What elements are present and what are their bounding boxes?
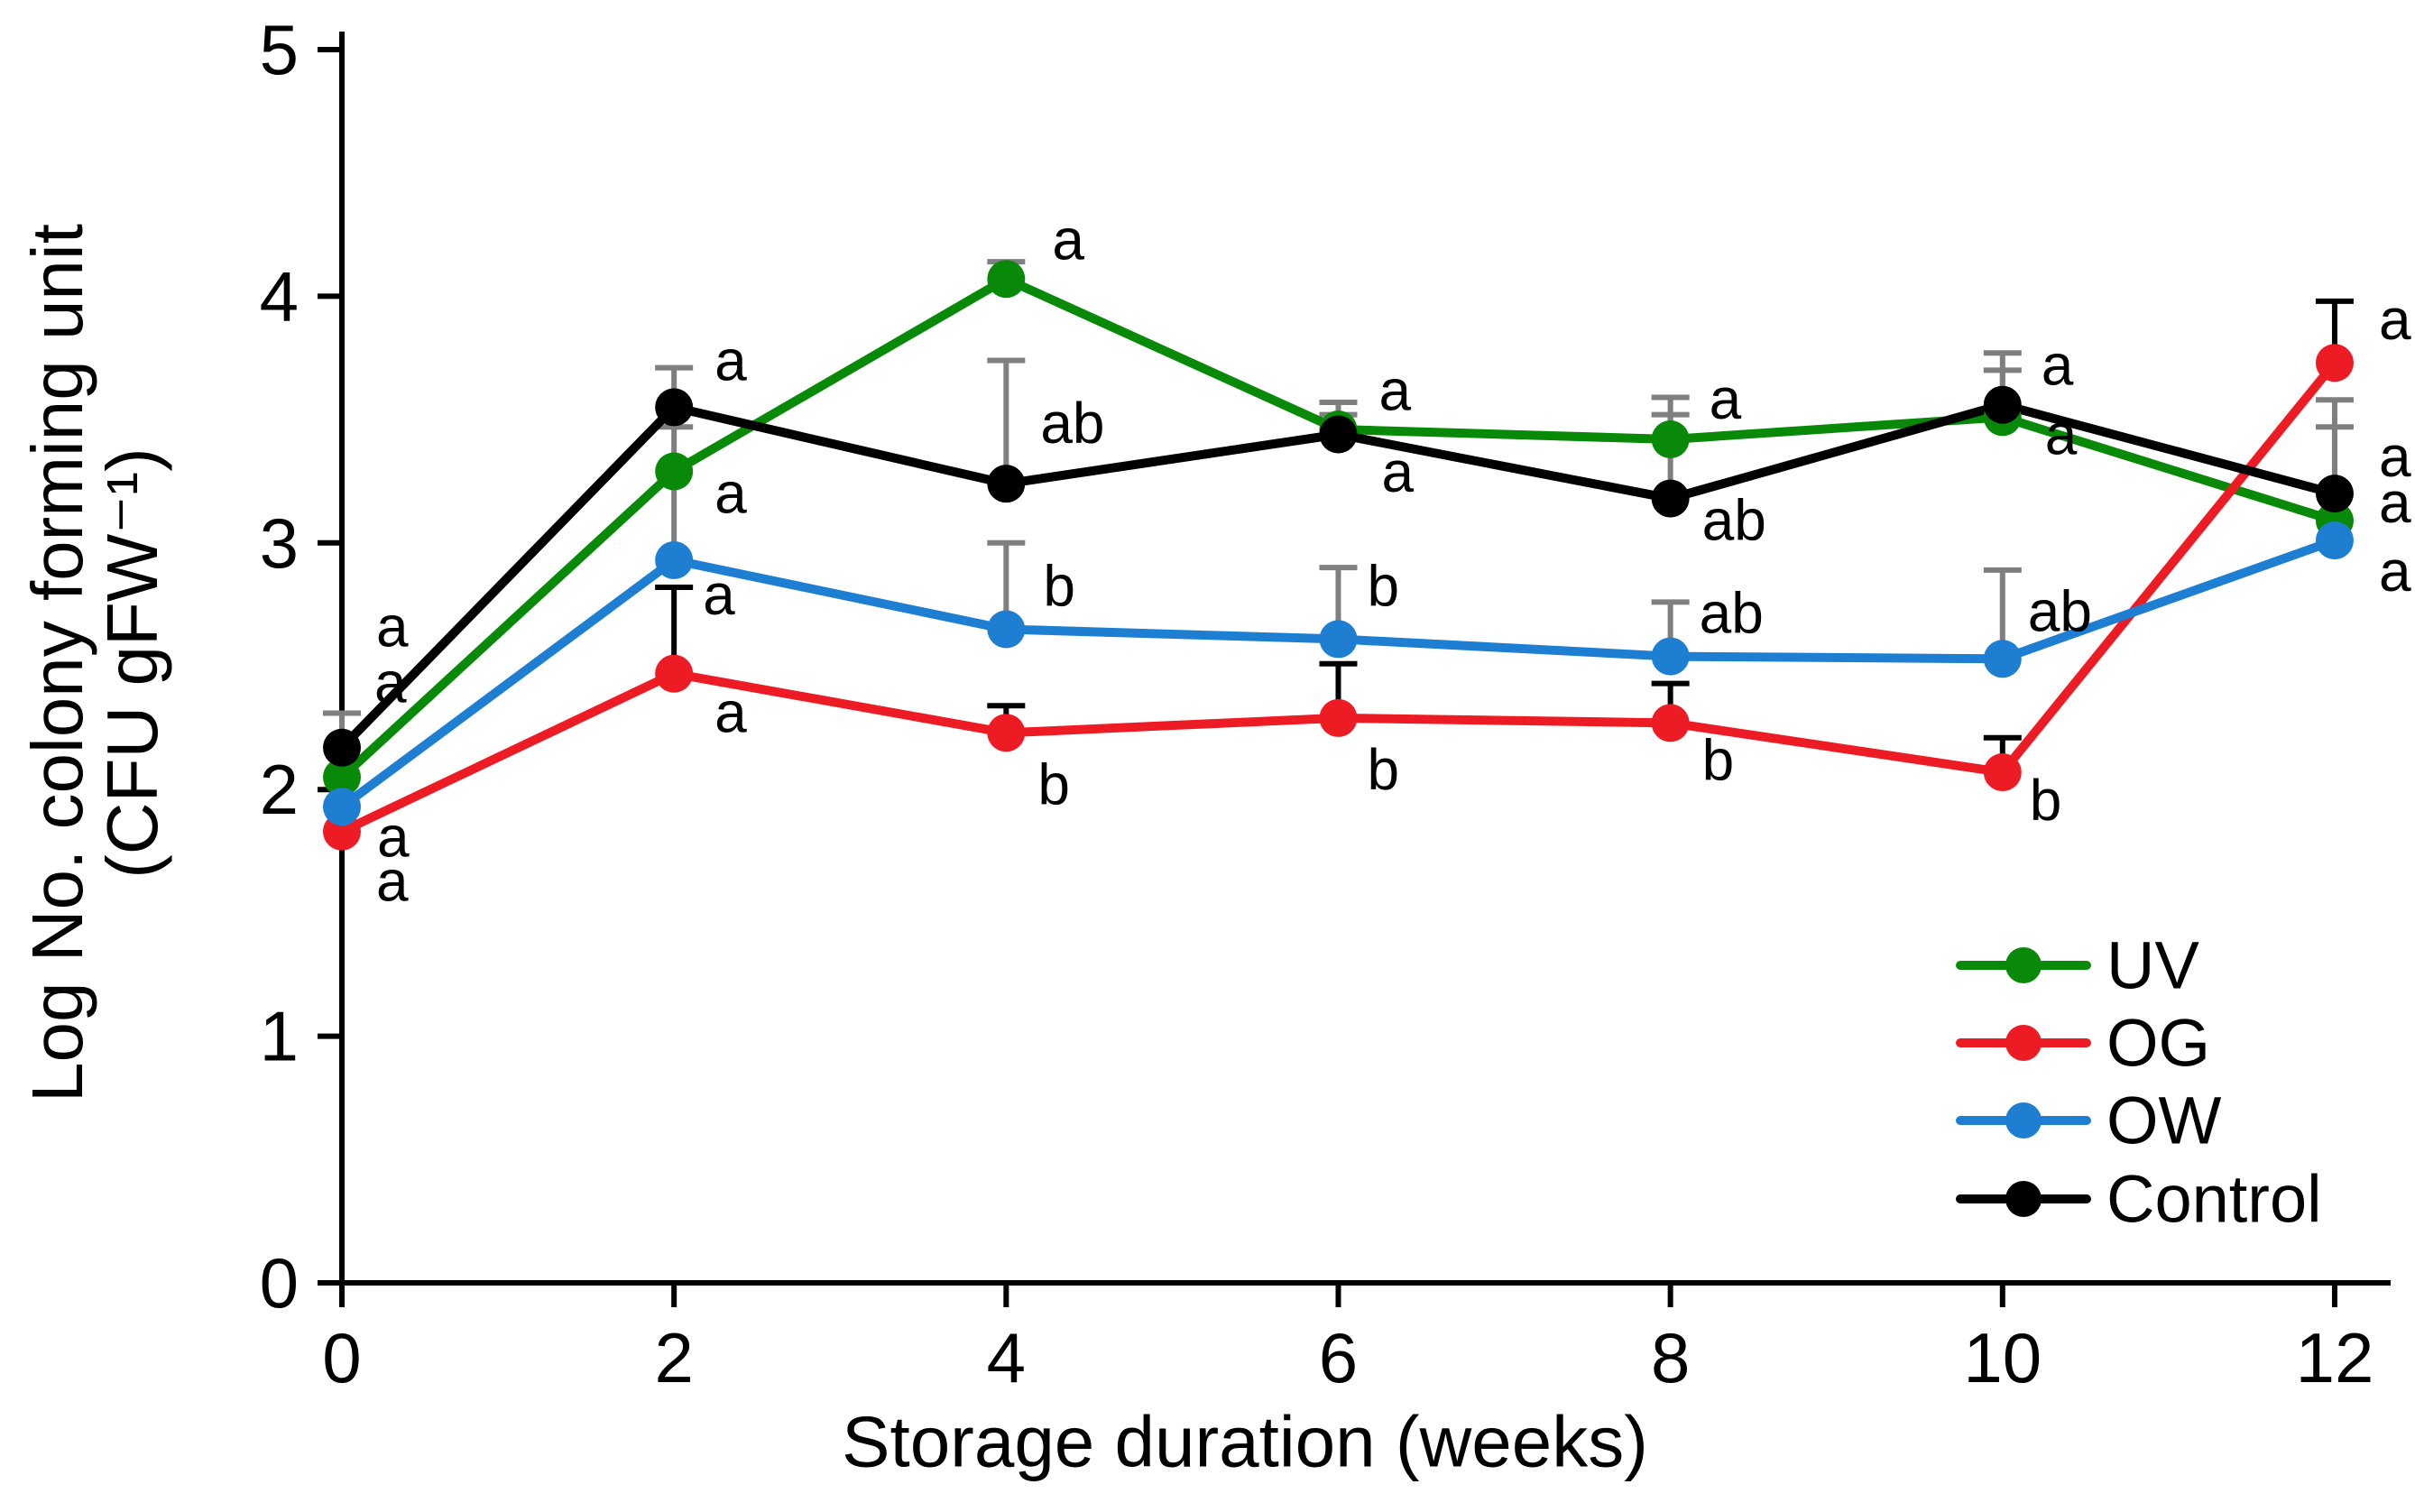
legend-item-UV: UV xyxy=(1956,928,2199,1003)
sig-letter-OG-w6: b xyxy=(1367,737,1399,802)
data-point-Control-w4 xyxy=(987,465,1026,503)
sig-letter-OG-w12: a xyxy=(2379,287,2411,352)
sig-letter-Control-w0: a xyxy=(376,595,409,659)
y-tick-label: 2 xyxy=(260,750,299,829)
sig-letter-OW-w4: b xyxy=(1043,553,1075,618)
y-tick-label: 3 xyxy=(260,503,299,583)
sig-letter-Control-w10: a xyxy=(2042,333,2074,398)
data-point-OG-w6 xyxy=(1319,698,1358,737)
sig-letter-Control-w4: ab xyxy=(1040,391,1104,456)
data-point-OW-w8 xyxy=(1651,637,1690,676)
x-tick-label: 4 xyxy=(987,1318,1026,1397)
y-tick-label: 4 xyxy=(260,256,299,336)
data-point-Control-w10 xyxy=(1983,385,2022,424)
legend-marker-Control xyxy=(2005,1181,2042,1217)
data-point-UV-w8 xyxy=(1651,419,1690,458)
sig-letter-UV-w6: a xyxy=(1381,439,1414,504)
legend-item-OG: OG xyxy=(1956,1006,2210,1081)
legend-item-OW: OW xyxy=(1956,1083,2222,1158)
sig-letter-OG-w4: b xyxy=(1037,751,1070,816)
error-bars xyxy=(323,259,2354,773)
data-point-Control-w0 xyxy=(323,728,361,767)
y-tick-label: 5 xyxy=(260,10,299,89)
x-tick-label: 0 xyxy=(322,1318,361,1397)
legend-label-OW: OW xyxy=(2106,1083,2222,1158)
sig-letter-OW-w12: a xyxy=(2379,539,2411,604)
data-point-OW-w2 xyxy=(655,540,694,579)
legend-item-Control: Control xyxy=(1956,1162,2322,1237)
data-point-OG-w8 xyxy=(1651,704,1690,742)
legend-marker-OW xyxy=(2005,1102,2042,1139)
data-point-OG-w2 xyxy=(655,654,694,693)
legend-label-UV: UV xyxy=(2106,928,2199,1003)
sig-letter-OW-w0: a xyxy=(377,804,410,869)
sig-letter-UV-w4: a xyxy=(1052,207,1084,272)
sig-letter-UV-w2: a xyxy=(714,461,747,526)
x-tick-label: 2 xyxy=(654,1318,693,1397)
y-axis-title-line1: Log No. colony forming unit xyxy=(16,224,97,1102)
y-axis-title-line2: (CFU gFW⁻¹) xyxy=(92,447,172,879)
y-axis-title: Log No. colony forming unit (CFU gFW⁻¹) xyxy=(16,224,172,1102)
legend-label-OG: OG xyxy=(2106,1006,2210,1081)
x-tick-label: 6 xyxy=(1319,1318,1358,1397)
data-point-OG-w4 xyxy=(987,714,1026,752)
sig-letter-OG-w0: a xyxy=(376,849,409,914)
x-axis-title: Storage duration (weeks) xyxy=(842,1401,1648,1482)
data-point-OW-w0 xyxy=(323,788,361,826)
data-point-UV-w2 xyxy=(655,452,694,491)
sig-letter-OW-w2: a xyxy=(703,562,735,627)
sig-letter-Control-w2: a xyxy=(714,327,747,392)
sig-letter-OW-w6: b xyxy=(1367,553,1399,618)
y-tick-label: 1 xyxy=(260,997,299,1076)
data-point-Control-w6 xyxy=(1319,415,1358,454)
sig-letter-UV-w12: a xyxy=(2379,470,2411,535)
legend-marker-OG xyxy=(2005,1025,2042,1061)
data-point-UV-w4 xyxy=(987,260,1026,299)
series-lines xyxy=(337,274,2339,836)
data-point-OW-w4 xyxy=(987,610,1026,649)
data-points xyxy=(323,260,2354,851)
x-tick-label: 10 xyxy=(1963,1318,2042,1397)
sig-letter-OG-w8: b xyxy=(1702,727,1735,792)
sig-letter-UV-w0: a xyxy=(374,650,407,715)
data-point-OG-w10 xyxy=(1983,753,2022,792)
data-point-UV-w0 xyxy=(323,758,361,797)
legend-marker-UV xyxy=(2005,947,2042,983)
data-point-OG-w12 xyxy=(2315,344,2354,383)
sig-letter-Control-w12: a xyxy=(2379,424,2411,489)
x-tick-label: 12 xyxy=(2296,1318,2374,1397)
sig-letter-UV-w8: a xyxy=(1710,366,1742,431)
sig-letter-Control-w8: ab xyxy=(1702,488,1766,553)
sig-letter-OG-w10: b xyxy=(2030,768,2062,833)
sig-letter-Control-w6: a xyxy=(1378,358,1411,423)
x-tick-label: 8 xyxy=(1651,1318,1690,1397)
data-point-OW-w6 xyxy=(1319,620,1358,659)
legend-label-Control: Control xyxy=(2106,1162,2322,1237)
data-point-Control-w12 xyxy=(2315,475,2354,513)
y-tick-label: 0 xyxy=(260,1243,299,1323)
sig-letter-OW-w8: ab xyxy=(1700,581,1764,646)
data-point-OW-w10 xyxy=(1983,640,2022,678)
data-point-OW-w12 xyxy=(2315,521,2354,560)
sig-letter-UV-w10: a xyxy=(2045,401,2078,466)
data-point-Control-w8 xyxy=(1651,479,1690,518)
sig-letter-OG-w2: a xyxy=(714,680,747,745)
sig-letter-OW-w10: ab xyxy=(2028,578,2092,643)
data-point-Control-w2 xyxy=(655,388,694,427)
